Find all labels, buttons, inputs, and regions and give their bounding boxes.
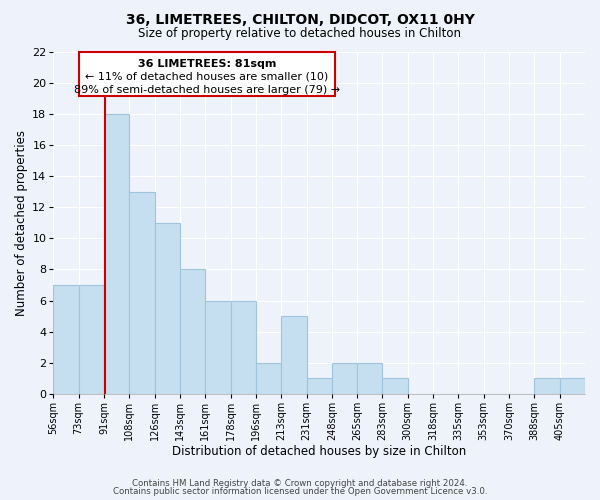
Bar	[230, 300, 256, 394]
Bar	[79, 285, 104, 394]
Bar	[307, 378, 332, 394]
X-axis label: Distribution of detached houses by size in Chilton: Distribution of detached houses by size …	[172, 444, 466, 458]
Bar	[560, 378, 585, 394]
Bar	[281, 316, 307, 394]
Bar	[53, 285, 79, 394]
Text: ← 11% of detached houses are smaller (10): ← 11% of detached houses are smaller (10…	[85, 72, 328, 82]
Bar	[180, 270, 205, 394]
Bar	[130, 192, 155, 394]
Y-axis label: Number of detached properties: Number of detached properties	[15, 130, 28, 316]
Bar	[256, 363, 281, 394]
Text: Contains public sector information licensed under the Open Government Licence v3: Contains public sector information licen…	[113, 487, 487, 496]
Bar	[155, 223, 180, 394]
Bar	[535, 378, 560, 394]
Text: 36, LIMETREES, CHILTON, DIDCOT, OX11 0HY: 36, LIMETREES, CHILTON, DIDCOT, OX11 0HY	[125, 12, 475, 26]
Text: 89% of semi-detached houses are larger (79) →: 89% of semi-detached houses are larger (…	[74, 85, 340, 95]
Text: Size of property relative to detached houses in Chilton: Size of property relative to detached ho…	[139, 28, 461, 40]
Text: 36 LIMETREES: 81sqm: 36 LIMETREES: 81sqm	[137, 58, 276, 68]
Bar	[205, 300, 230, 394]
Bar	[357, 363, 382, 394]
FancyBboxPatch shape	[79, 52, 335, 96]
Bar	[104, 114, 130, 394]
Text: Contains HM Land Registry data © Crown copyright and database right 2024.: Contains HM Land Registry data © Crown c…	[132, 478, 468, 488]
Bar	[332, 363, 357, 394]
Bar	[382, 378, 408, 394]
